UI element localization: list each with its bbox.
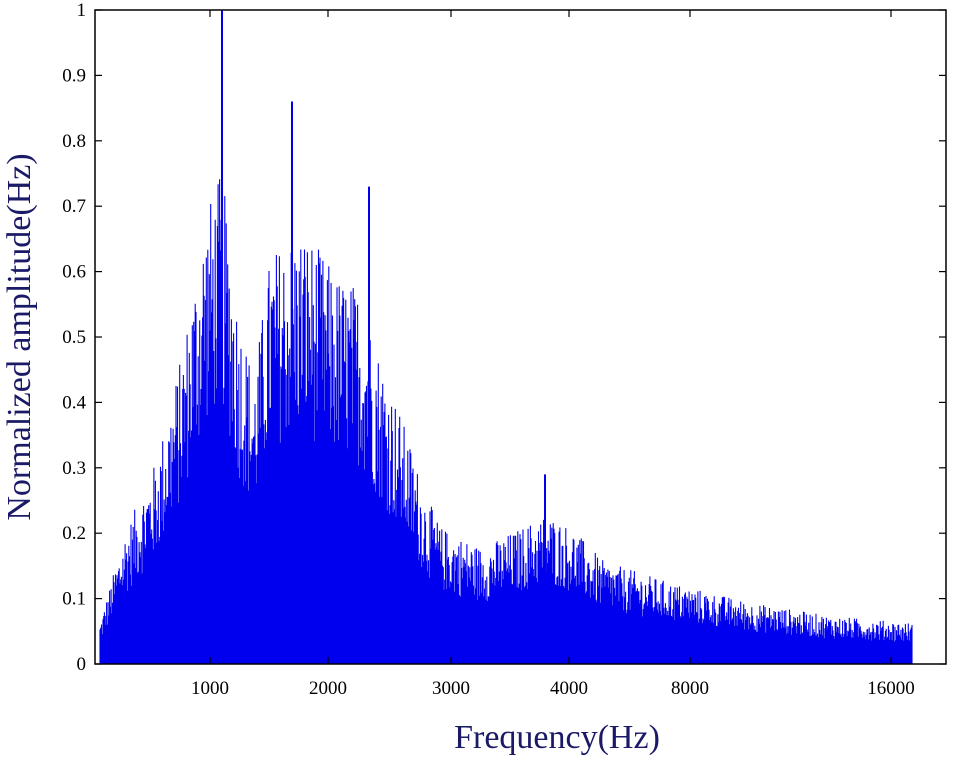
y-axis-title: Normalized amplitude(Hz)	[1, 153, 38, 520]
x-tick-label: 1000	[191, 678, 229, 699]
spectrum-spikes	[99, 179, 913, 664]
x-tick-label: 2000	[309, 678, 347, 699]
x-axis-title: Frequency(Hz)	[454, 719, 660, 756]
y-tick-label: 0.2	[62, 523, 86, 544]
y-tick-label: 0.9	[62, 65, 86, 86]
spectrum-series	[99, 10, 913, 664]
x-tick-label: 4000	[550, 678, 588, 699]
y-tick-label: 0	[77, 654, 87, 675]
y-tick-label: 0.5	[62, 327, 86, 348]
y-tick-label: 0.4	[62, 392, 86, 413]
y-tick-label: 1	[77, 0, 87, 21]
x-axis-ticks: 1000 2000 3000 4000 8000 16000	[191, 10, 915, 699]
y-tick-label: 0.1	[62, 589, 86, 610]
y-tick-label: 0.8	[62, 131, 86, 152]
x-tick-label: 8000	[671, 678, 709, 699]
y-tick-label: 0.7	[62, 196, 86, 217]
x-tick-label: 16000	[867, 678, 915, 699]
y-axis-ticks: 0 0.1 0.2 0.3 0.4 0.5 0.6 0.7 0.8 0.9 1	[62, 0, 946, 675]
y-tick-label: 0.6	[62, 262, 86, 283]
y-tick-label: 0.3	[62, 458, 86, 479]
x-tick-label: 3000	[432, 678, 470, 699]
